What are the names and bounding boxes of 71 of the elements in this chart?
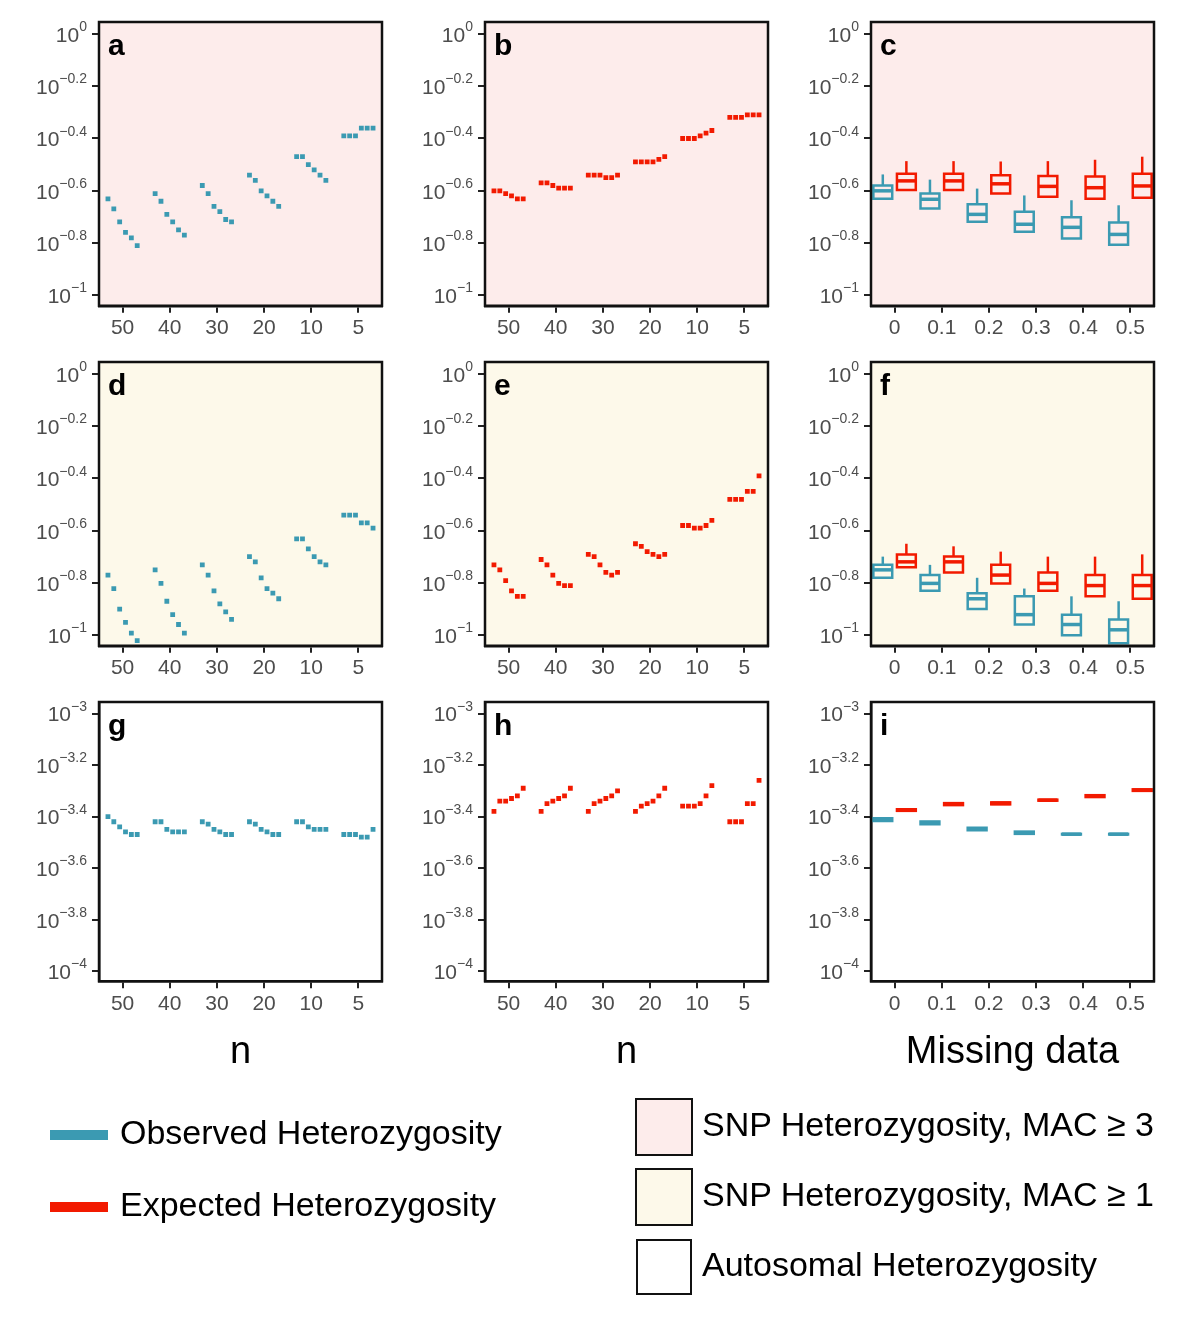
- x-tick-label: 50: [496, 655, 521, 679]
- annotation: e: [494, 368, 511, 402]
- x-tick-label: 0.5: [1115, 990, 1146, 1014]
- x-tick-label: 30: [205, 655, 229, 679]
- x-tick-label: 0.3: [1021, 655, 1051, 679]
- x-tick-label: 50: [110, 990, 135, 1014]
- x-tick-label: 5: [738, 315, 751, 339]
- x-tick-label: 20: [252, 655, 276, 679]
- x-tick-label: 10: [685, 315, 709, 339]
- x-tick-label: 0.5: [1115, 315, 1146, 339]
- x-tick-label: 0: [888, 315, 901, 339]
- x-tick-label: 5: [352, 990, 365, 1014]
- x-tick-label: 0: [888, 655, 901, 679]
- x-tick-label: 10: [685, 990, 709, 1014]
- x-tick-label: 50: [110, 315, 135, 339]
- x-axis-title: n: [229, 1028, 252, 1071]
- x-tick-label: 50: [496, 990, 521, 1014]
- x-tick-label: 0.2: [974, 315, 1004, 339]
- x-tick-label: 0.3: [1021, 990, 1051, 1014]
- x-tick-label: 30: [591, 655, 615, 679]
- x-tick-label: 30: [205, 990, 229, 1014]
- x-tick-label: 0.3: [1021, 315, 1051, 339]
- x-tick-label: 20: [252, 315, 276, 339]
- x-tick-label: 40: [544, 315, 568, 339]
- annotation: f: [880, 368, 891, 402]
- x-tick-label: 20: [252, 990, 276, 1014]
- x-tick-label: 0: [888, 990, 901, 1014]
- x-tick-label: 0.4: [1068, 315, 1099, 339]
- x-tick-label: 50: [496, 315, 521, 339]
- x-tick-label: 40: [158, 655, 182, 679]
- text: Autosomal Heterozygosity: [702, 1245, 1097, 1284]
- annotation: h: [494, 708, 513, 742]
- x-tick-label: 10: [299, 315, 323, 339]
- annotation: d: [108, 368, 127, 402]
- legend-label: SNP Heterozygosity, MAC ≥ 3: [702, 1105, 1154, 1144]
- x-tick-label: 30: [591, 315, 615, 339]
- x-tick-label: 0.2: [974, 655, 1004, 679]
- legend-label: Observed Heterozygosity: [120, 1113, 502, 1152]
- x-tick-label: 40: [544, 655, 568, 679]
- x-tick-label: 5: [352, 655, 365, 679]
- annotation: b: [494, 28, 513, 62]
- annotation: i: [880, 708, 889, 742]
- x-tick-label: 5: [738, 655, 751, 679]
- x-tick-label: 10: [299, 990, 323, 1014]
- x-tick-label: 0.1: [927, 315, 957, 339]
- x-tick-label: 40: [158, 315, 182, 339]
- x-tick-label: 40: [544, 990, 568, 1014]
- x-tick-label: 20: [638, 990, 662, 1014]
- x-tick-label: 20: [638, 655, 662, 679]
- x-tick-label: 5: [738, 990, 751, 1014]
- x-tick-label: 0.4: [1068, 990, 1099, 1014]
- legend-label: Expected Heterozygosity: [120, 1185, 497, 1224]
- x-tick-label: 5: [352, 315, 365, 339]
- x-tick-label: 40: [158, 990, 182, 1014]
- annotation: g: [108, 708, 127, 742]
- x-tick-label: 30: [591, 990, 615, 1014]
- x-tick-label: 0.4: [1068, 655, 1099, 679]
- x-tick-label: 20: [638, 315, 662, 339]
- x-tick-label: 10: [299, 655, 323, 679]
- annotation: a: [108, 28, 125, 62]
- x-axis-title: n: [615, 1028, 638, 1071]
- x-tick-label: 0.1: [927, 990, 957, 1014]
- x-tick-label: 0.1: [927, 655, 957, 679]
- x-tick-label: 10: [685, 655, 709, 679]
- x-tick-label: 0.2: [974, 990, 1004, 1014]
- annotation: c: [880, 28, 897, 62]
- x-tick-label: 50: [110, 655, 135, 679]
- x-tick-label: 0.5: [1115, 655, 1146, 679]
- legend-label: SNP Heterozygosity, MAC ≥ 1: [702, 1175, 1154, 1214]
- x-tick-label: 30: [205, 315, 229, 339]
- x-axis-title: Missing data: [905, 1028, 1121, 1071]
